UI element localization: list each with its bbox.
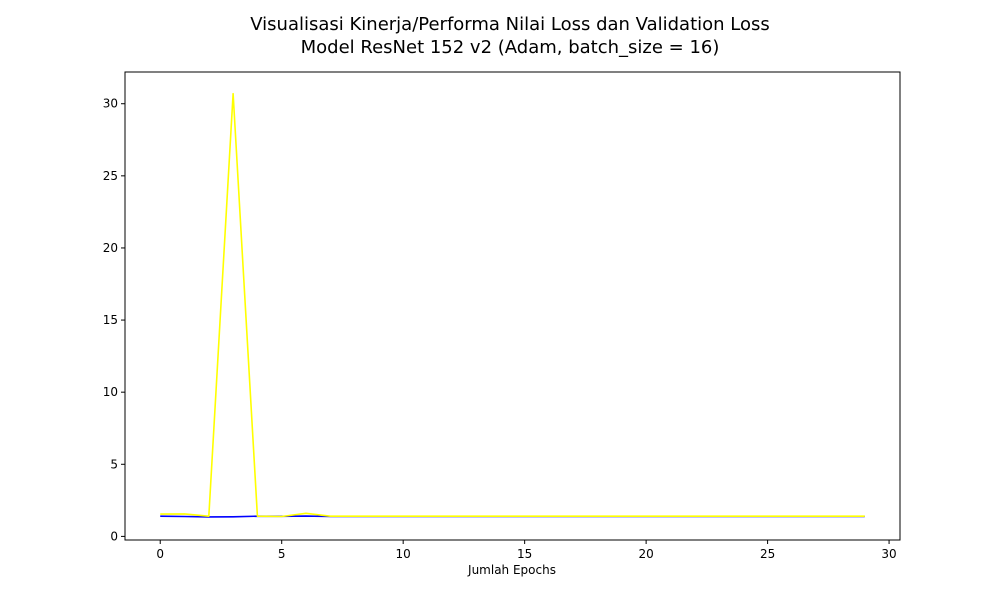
chart-title-line1: Visualisasi Kinerja/Performa Nilai Loss … [250,14,770,35]
plot-frame [124,71,901,541]
y-tick-label: 20 [103,241,118,255]
y-tick-label: 10 [103,385,118,399]
y-tick-label: 5 [110,457,118,471]
series-layer [160,92,865,518]
x-tick-label: 30 [881,547,896,561]
x-tick-label: 20 [638,547,653,561]
x-axis-label: Jumlah Epochs [467,563,556,577]
y-tick-label: 30 [103,97,118,111]
x-tick-label: 15 [517,547,532,561]
y-tick-label: 25 [103,169,118,183]
y-tick-label: 0 [110,529,118,543]
x-tick-label: 10 [396,547,411,561]
series-line-validation-loss [160,92,865,518]
y-tick-label: 15 [103,313,118,327]
ticks-layer: 0 5 10 15 20 25 30 0 5 10 15 20 25 30 [103,97,897,561]
x-tick-label: 5 [278,547,286,561]
chart-title-line2: Model ResNet 152 v2 (Adam, batch_size = … [301,37,720,58]
x-tick-label: 0 [156,547,164,561]
x-tick-label: 25 [760,547,775,561]
